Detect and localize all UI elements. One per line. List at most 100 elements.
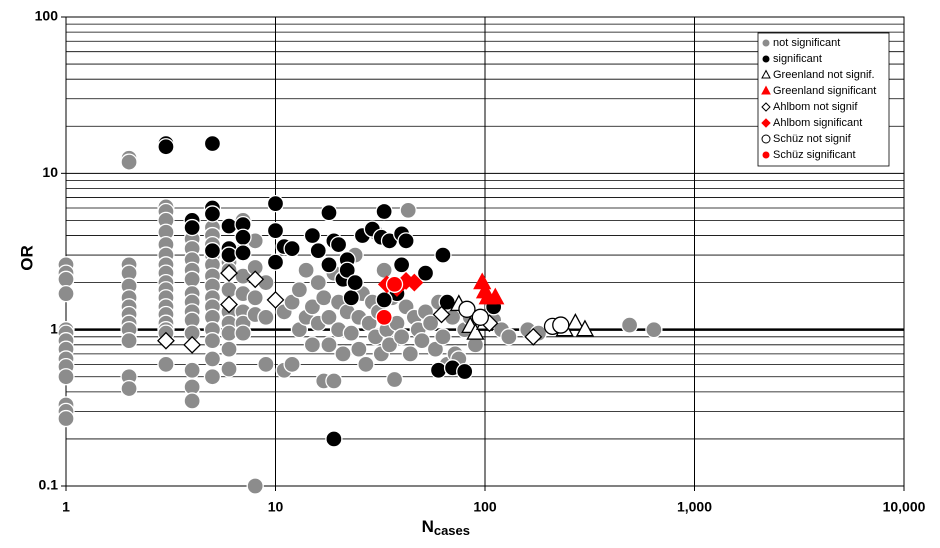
- x-axis-label-main: N: [422, 517, 434, 536]
- point: [57, 284, 75, 303]
- point: [157, 355, 175, 373]
- point: [203, 242, 222, 260]
- point: [329, 235, 348, 254]
- point: [157, 138, 175, 156]
- point: [315, 289, 333, 307]
- point: [342, 289, 360, 307]
- point: [397, 232, 415, 250]
- legend-marker: [761, 54, 771, 64]
- point: [120, 379, 138, 398]
- point: [375, 202, 393, 221]
- legend-marker: [761, 150, 771, 160]
- point: [309, 242, 327, 260]
- point: [57, 270, 75, 288]
- point: [320, 308, 338, 326]
- legend-marker: [761, 118, 771, 128]
- point: [434, 328, 452, 346]
- point: [220, 246, 238, 264]
- y-tick-label: 0.1: [39, 477, 59, 493]
- legend-label: Ahlbom significant: [773, 117, 862, 129]
- series: [473, 272, 505, 305]
- point: [283, 239, 301, 258]
- point: [246, 289, 264, 307]
- y-tick-label: 1: [50, 320, 58, 336]
- x-tick-label: 1,000: [677, 499, 712, 515]
- point: [429, 361, 448, 379]
- point: [203, 332, 222, 350]
- point: [434, 246, 452, 264]
- point: [266, 253, 285, 271]
- point: [645, 321, 663, 339]
- point: [57, 368, 75, 386]
- point: [183, 335, 202, 354]
- point: [303, 298, 322, 316]
- point: [309, 273, 327, 292]
- legend-label: Greenland not signif.: [773, 69, 875, 81]
- point: [297, 261, 315, 279]
- point: [157, 331, 175, 350]
- point: [303, 336, 322, 354]
- point: [426, 340, 445, 358]
- legend-label: Schüz not signif: [773, 133, 852, 145]
- point: [57, 409, 75, 428]
- point: [266, 221, 285, 240]
- point: [456, 362, 474, 381]
- point: [183, 392, 201, 410]
- point: [220, 340, 238, 358]
- y-tick-label: 100: [35, 8, 59, 24]
- point: [380, 336, 399, 354]
- point: [338, 261, 356, 279]
- legend-label: Ahlbom not signif: [773, 101, 858, 113]
- point: [203, 368, 222, 386]
- point: [375, 261, 393, 279]
- point: [566, 313, 585, 330]
- point: [500, 328, 518, 346]
- point: [325, 372, 343, 390]
- point: [120, 153, 138, 171]
- point: [471, 308, 489, 326]
- point: [473, 272, 492, 290]
- point: [405, 273, 424, 292]
- point: [346, 273, 364, 292]
- point: [375, 291, 393, 309]
- point: [183, 218, 201, 237]
- x-tick-label: 100: [473, 499, 497, 515]
- point: [303, 226, 322, 245]
- point: [283, 355, 301, 373]
- point: [257, 355, 275, 373]
- point: [203, 205, 222, 223]
- point: [421, 314, 440, 332]
- point: [203, 134, 222, 153]
- point: [246, 270, 265, 289]
- point: [234, 228, 252, 246]
- point: [220, 295, 238, 314]
- point: [401, 345, 419, 363]
- legend-label: Schüz significant: [773, 149, 856, 161]
- series: [57, 149, 663, 495]
- point: [385, 370, 404, 389]
- legend-box: [757, 32, 890, 167]
- y-tick-label: 10: [42, 164, 58, 180]
- legend-marker: [761, 102, 771, 112]
- point: [392, 256, 411, 274]
- point: [486, 287, 505, 305]
- point: [220, 264, 238, 283]
- point: [246, 477, 264, 495]
- x-axis-label: Ncases: [422, 517, 470, 538]
- point: [266, 194, 285, 213]
- point: [385, 275, 404, 293]
- series: [375, 275, 404, 326]
- point: [375, 308, 393, 326]
- point: [466, 322, 485, 340]
- point: [342, 324, 360, 342]
- point: [413, 332, 431, 350]
- point: [320, 256, 338, 274]
- point: [257, 308, 275, 326]
- point: [575, 319, 595, 337]
- legend-marker: [761, 38, 771, 48]
- point: [399, 201, 417, 219]
- point: [183, 361, 201, 379]
- x-tick-label: 10: [268, 499, 284, 515]
- point: [392, 328, 411, 346]
